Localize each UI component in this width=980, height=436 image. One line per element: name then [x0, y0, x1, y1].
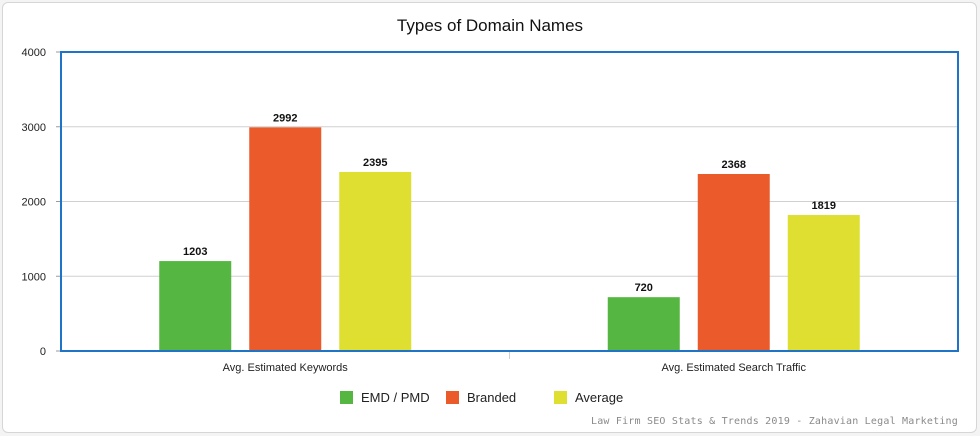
legend-label: EMD / PMD [361, 390, 430, 405]
y-tick-label: 3000 [22, 122, 46, 134]
data-label: 2992 [273, 112, 297, 124]
data-label: 1203 [183, 246, 207, 258]
chart-title: Types of Domain Names [397, 16, 583, 35]
bar [607, 297, 680, 351]
y-tick-label: 1000 [22, 271, 46, 283]
y-tick-label: 2000 [22, 197, 46, 209]
bar [339, 171, 412, 351]
footer-credit: Law Firm SEO Stats & Trends 2019 - Zahav… [590, 416, 958, 427]
legend-swatch [340, 391, 353, 404]
legend-label: Branded [467, 390, 516, 405]
x-tick-label: Avg. Estimated Keywords [223, 362, 349, 374]
x-tick-label: Avg. Estimated Search Traffic [662, 362, 807, 374]
legend-swatch [446, 391, 459, 404]
y-tick-label: 0 [40, 346, 46, 358]
legend-swatch [554, 391, 567, 404]
bar [159, 261, 232, 351]
data-label: 1819 [812, 200, 836, 212]
bar [249, 127, 322, 352]
data-label: 2368 [722, 159, 746, 171]
y-tick-label: 4000 [22, 47, 46, 59]
legend-label: Average [575, 390, 623, 405]
plot-area-border [60, 51, 959, 352]
data-label: 720 [635, 282, 653, 294]
data-label: 2395 [363, 157, 387, 169]
bar [697, 173, 770, 351]
bar [787, 215, 860, 351]
